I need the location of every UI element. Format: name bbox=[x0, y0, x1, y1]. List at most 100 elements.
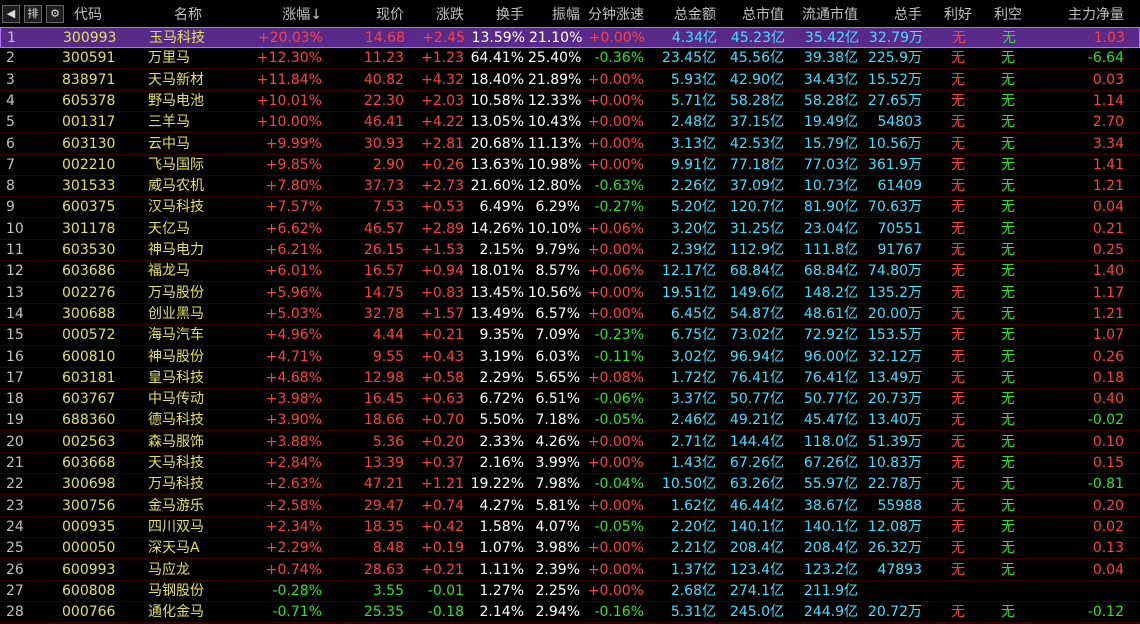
skip-to-first-icon[interactable]: ◀ bbox=[2, 5, 20, 23]
table-row[interactable]: 23 300756 金马游乐 +2.58% 29.47 +0.74 4.27% 5.81% +0… bbox=[0, 496, 1140, 517]
volume: 61409 bbox=[877, 178, 922, 195]
header-col-code[interactable]: 代码 bbox=[74, 4, 130, 26]
bad-news: 无 bbox=[1001, 220, 1015, 237]
header-col-main-net[interactable]: 主力净量 bbox=[1040, 4, 1124, 26]
price: 16.45 bbox=[363, 391, 404, 408]
turnover: 1.07% bbox=[479, 540, 524, 557]
amount: 5.20亿 bbox=[670, 199, 716, 216]
table-row[interactable]: 1 300993 玉马科技 +20.03% 14.68 +2.45 13.59% 21.10%… bbox=[0, 27, 1140, 48]
main-net: 1.07 bbox=[1092, 327, 1124, 344]
bad-news: 无 bbox=[1001, 178, 1015, 195]
table-row[interactable]: 4 605378 野马电池 +10.01% 22.30 +2.03 10.58% 12.33%… bbox=[0, 91, 1140, 112]
header-col-turnover[interactable]: 换手 bbox=[470, 4, 524, 26]
amplitude: 3.99% bbox=[535, 455, 580, 471]
table-row[interactable]: 10 301178 天亿马 +6.62% 46.57 +2.89 14.26% 10.10% +… bbox=[0, 219, 1140, 240]
table-row[interactable]: 6 603130 云中马 +9.99% 30.93 +2.81 20.68% 11.13% +0… bbox=[0, 134, 1140, 155]
price: 12.98 bbox=[363, 369, 404, 386]
table-row[interactable]: 16 600810 神马股份 +4.71% 9.55 +0.43 3.19% 6.03% -0.… bbox=[0, 347, 1140, 368]
table-row[interactable]: 14 300688 创业黑马 +5.03% 32.78 +1.57 13.49% 6.57% +… bbox=[0, 304, 1140, 325]
stock-code: 001317 bbox=[62, 114, 116, 131]
stock-code: 000572 bbox=[62, 327, 116, 344]
header-col-name[interactable]: 名称 bbox=[148, 4, 228, 26]
header-col-amplitude[interactable]: 振幅 bbox=[528, 4, 580, 26]
minute-speed: +0.06% bbox=[587, 263, 644, 280]
market-cap: 67.26亿 bbox=[729, 455, 784, 471]
table-row[interactable]: 15 000572 海马汽车 +4.96% 4.44 +0.21 9.35% 7.09% -0.… bbox=[0, 325, 1140, 347]
header-col-minute-speed[interactable]: 分钟涨速 bbox=[586, 4, 644, 26]
good-news: 无 bbox=[951, 518, 965, 535]
header-col-volume[interactable]: 总手 bbox=[862, 4, 922, 26]
float-cap: 23.04亿 bbox=[803, 220, 858, 237]
main-net: 3.34 bbox=[1092, 135, 1124, 152]
change: +2.03 bbox=[421, 92, 464, 109]
header-col-amount[interactable]: 总金额 bbox=[650, 4, 716, 26]
amount: 3.37亿 bbox=[670, 391, 716, 408]
table-row[interactable]: 20 002563 森马服饰 +3.88% 5.36 +0.20 2.33% 4.26% +0.… bbox=[0, 432, 1140, 453]
header-col-change-pct[interactable]: 涨幅↓ bbox=[236, 4, 322, 26]
table-row[interactable]: 8 301533 威马农机 +7.80% 37.73 +2.73 21.60% 12.80% -… bbox=[0, 176, 1140, 198]
table-row[interactable]: 13 002276 万马股份 +5.96% 14.75 +0.83 13.45% 10.56%… bbox=[0, 283, 1140, 304]
price: 14.68 bbox=[364, 30, 405, 46]
change-pct: +9.85% bbox=[265, 156, 322, 173]
table-row[interactable]: 11 603530 神马电力 +6.21% 26.15 +1.53 2.15% 9.79% +0… bbox=[0, 240, 1140, 261]
table-row[interactable]: 27 600808 马钢股份 -0.28% 3.55 -0.01 1.27% 2.25% +0.… bbox=[0, 581, 1140, 602]
header-col-price[interactable]: 现价 bbox=[332, 4, 404, 26]
float-cap: 72.92亿 bbox=[803, 327, 858, 344]
change-pct: +4.71% bbox=[265, 348, 322, 365]
gear-icon[interactable]: ⚙ bbox=[46, 5, 64, 23]
price: 7.53 bbox=[372, 199, 404, 216]
main-net: -0.12 bbox=[1087, 604, 1124, 621]
table-row[interactable]: 19 688360 德马科技 +3.90% 18.66 +0.70 5.50% 7.18% -0… bbox=[0, 410, 1140, 432]
stock-name: 四川双马 bbox=[148, 518, 204, 535]
change: +4.22 bbox=[421, 114, 464, 131]
header-col-float-cap[interactable]: 流通市值 bbox=[788, 4, 858, 26]
stock-name: 天亿马 bbox=[148, 220, 190, 237]
stock-code: 600808 bbox=[62, 582, 116, 599]
table-row[interactable]: 7 002210 飞马国际 +9.85% 2.90 +0.26 13.63% 10.98% +0… bbox=[0, 155, 1140, 176]
market-cap: 42.90亿 bbox=[729, 71, 784, 88]
table-row[interactable]: 17 603181 皇马科技 +4.68% 12.98 +0.58 2.29% 5.65% +0… bbox=[0, 368, 1140, 389]
stock-name: 万里马 bbox=[148, 50, 190, 67]
market-cap: 46.44亿 bbox=[729, 497, 784, 514]
table-row[interactable]: 3 838971 天马新材 +11.84% 40.82 +4.32 18.40% 21.89%… bbox=[0, 70, 1140, 91]
table-row[interactable]: 25 000050 深天马A +2.29% 8.48 +0.19 1.07% 3.98% +0.… bbox=[0, 538, 1140, 560]
row-index: 17 bbox=[6, 369, 24, 386]
table-row[interactable]: 9 600375 汉马科技 +7.57% 7.53 +0.53 6.49% 6.29% -0.2… bbox=[0, 197, 1140, 219]
table-row[interactable]: 28 000766 通化金马 -0.71% 25.35 -0.18 2.14% 2.94% -0… bbox=[0, 602, 1140, 624]
header-col-market-cap[interactable]: 总市值 bbox=[720, 4, 784, 26]
market-cap: 54.87亿 bbox=[729, 305, 784, 322]
table-row[interactable]: 2 300591 万里马 +12.30% 11.23 +1.23 64.41% 25.40% -… bbox=[0, 48, 1140, 70]
volume: 26.32万 bbox=[867, 540, 922, 557]
table-row[interactable]: 21 603668 天马科技 +2.84% 13.39 +0.37 2.16% 3.99% +0… bbox=[0, 453, 1140, 474]
header-col-change[interactable]: 涨跌 bbox=[410, 4, 464, 26]
stock-code: 000935 bbox=[62, 518, 116, 535]
change: +0.21 bbox=[421, 327, 464, 344]
change: +2.73 bbox=[421, 178, 464, 195]
table-row[interactable]: 5 001317 三羊马 +10.00% 46.41 +4.22 13.05% 10.43% +… bbox=[0, 112, 1140, 134]
volume: 74.80万 bbox=[867, 263, 922, 280]
turnover: 6.49% bbox=[479, 199, 524, 216]
volume: 10.83万 bbox=[867, 455, 922, 471]
price: 13.39 bbox=[363, 455, 404, 471]
good-news: 无 bbox=[951, 433, 965, 450]
header-col-bad-news[interactable]: 利空 bbox=[988, 4, 1028, 26]
row-index: 6 bbox=[6, 135, 15, 152]
table-row[interactable]: 22 300698 万马科技 +2.63% 47.21 +1.21 19.22% 7.98% -… bbox=[0, 474, 1140, 496]
stock-code: 600810 bbox=[62, 348, 116, 365]
table-row[interactable]: 26 600993 马应龙 +0.74% 28.63 +0.21 1.11% 2.39% +0.… bbox=[0, 560, 1140, 581]
minute-speed: +0.00% bbox=[587, 433, 644, 450]
turnover: 2.14% bbox=[479, 604, 524, 621]
table-row[interactable]: 12 603686 福龙马 +6.01% 16.57 +0.94 18.01% 8.57% +0… bbox=[0, 261, 1140, 283]
sort-button[interactable]: 排 bbox=[24, 5, 42, 23]
minute-speed: +0.08% bbox=[587, 369, 644, 386]
table-row[interactable]: 24 000935 四川双马 +2.34% 18.35 +0.42 1.58% 4.07% -0… bbox=[0, 517, 1140, 538]
main-net: 0.03 bbox=[1092, 71, 1124, 88]
amplitude: 6.03% bbox=[535, 348, 580, 365]
change: +2.89 bbox=[421, 220, 464, 237]
header-col-good-news[interactable]: 利好 bbox=[938, 4, 978, 26]
row-index: 19 bbox=[6, 412, 24, 429]
main-net: 0.04 bbox=[1092, 199, 1124, 216]
volume: 13.40万 bbox=[867, 412, 922, 429]
change: +0.63 bbox=[421, 391, 464, 408]
table-row[interactable]: 18 603767 中马传动 +3.98% 16.45 +0.63 6.72% 6.51% -0… bbox=[0, 389, 1140, 411]
